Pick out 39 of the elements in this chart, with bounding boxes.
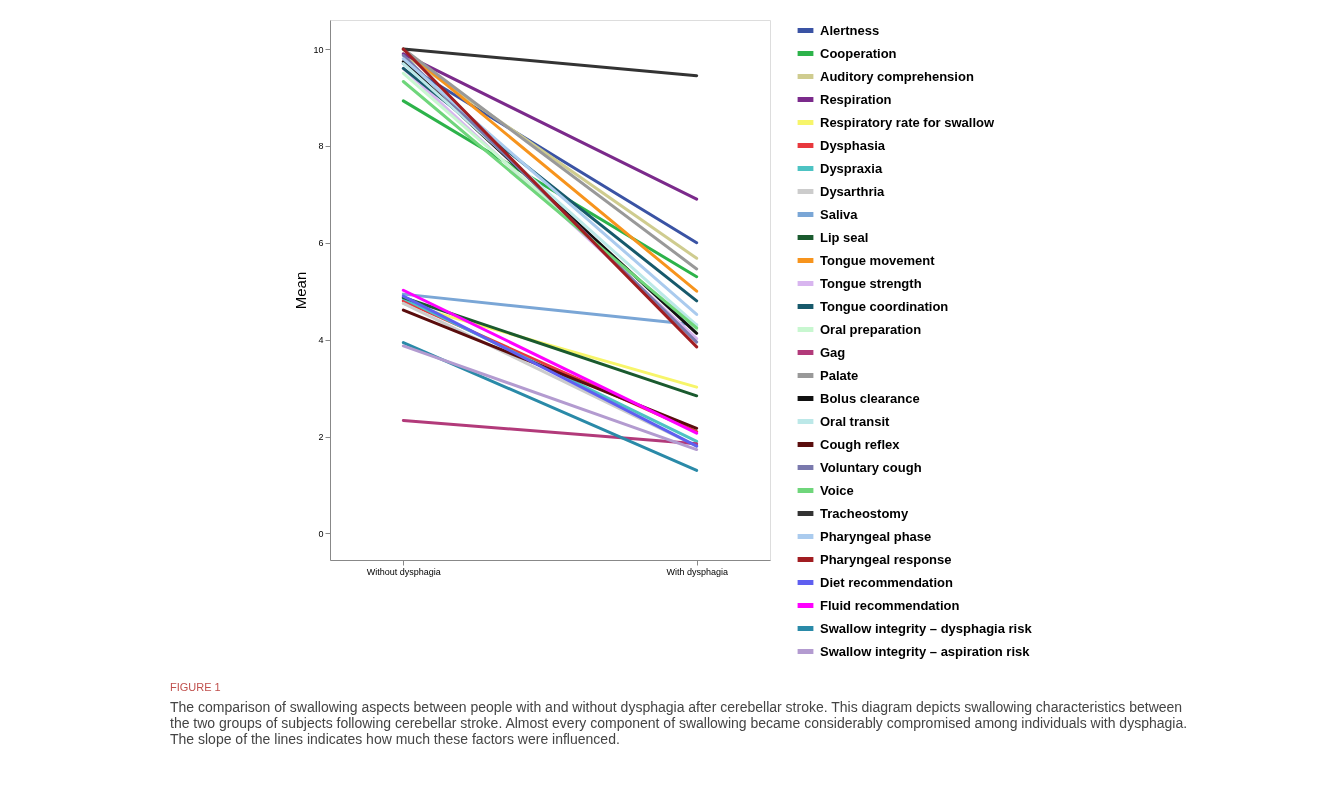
text: The comparison of swallowing aspects between people with and without dysphagia after cerebellar stroke. This diagram depicts swallowing characteristics between the two groups of subjects following cerebellar stroke. Almost every component of swallowing became considerably compromised among individuals with dysphagia. The slope of the lines indicates how much these factors were influenced. (170, 699, 1188, 747)
legend-label: Swallow integrity – dysphagia risk (820, 620, 1033, 636)
legend-label: Pharyngeal phase (820, 528, 932, 544)
x-tick-label: With dysphagia (666, 566, 728, 577)
legend-label: Tongue coordination (820, 298, 949, 314)
y-tick-label: 4 (318, 335, 324, 346)
y-tick-label: 6 (318, 238, 324, 249)
legend-label: Alertness (820, 22, 880, 38)
legend-label: Tongue strength (820, 275, 922, 291)
legend-label: Saliva (820, 206, 859, 222)
y-tick-label: 2 (318, 432, 324, 442)
y-tick-label: 8 (318, 141, 324, 152)
legend-label: Respiration (820, 91, 892, 107)
legend-label: Palate (820, 367, 859, 383)
legend-label: Cough reflex (820, 436, 901, 452)
legend-label: Dysarthria (820, 183, 886, 199)
legend-label: Auditory comprehension (820, 68, 974, 84)
y-axis-title: Mean (292, 271, 310, 310)
legend-label: Bolus clearance (820, 390, 920, 406)
x-tick-label: Without dysphagia (366, 566, 441, 577)
legend-label: Respiratory rate for swallow (820, 114, 995, 130)
legend-label: Diet recommendation (820, 574, 953, 590)
legend-label: Cooperation (820, 45, 897, 61)
legend-label: Lip seal (820, 229, 869, 245)
legend-label: Pharyngeal response (820, 551, 952, 567)
legend-label: Tracheostomy (820, 505, 909, 521)
y-tick-label: 0 (318, 528, 324, 539)
legend-label: Oral preparation (820, 321, 922, 337)
legend-label: Tongue movement (820, 252, 936, 268)
legend-label: Oral transit (820, 413, 891, 429)
caption: FIGURE 1 (170, 681, 221, 693)
legend-label: Dysphasia (820, 137, 886, 153)
legend-label: Dyspraxia (820, 160, 883, 176)
legend-label: Voluntary cough (820, 459, 922, 475)
legend-label: Voice (820, 482, 854, 498)
legend-label: Gag (820, 344, 846, 360)
legend-label: Fluid recommendation (820, 597, 960, 613)
legend-label: Swallow integrity – aspiration risk (820, 643, 1031, 659)
y-tick-label: 10 (313, 44, 324, 55)
